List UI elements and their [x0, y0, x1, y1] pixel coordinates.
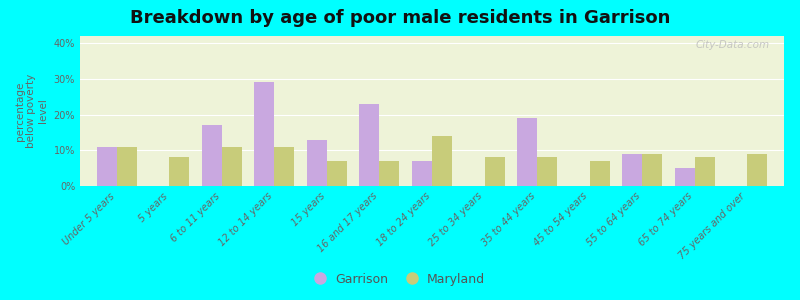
Bar	[170, 158, 190, 186]
Bar	[747, 154, 767, 186]
Bar	[274, 147, 294, 186]
Bar	[674, 168, 694, 186]
Bar	[117, 147, 137, 186]
Legend: Garrison, Maryland: Garrison, Maryland	[310, 268, 490, 291]
Bar	[590, 161, 610, 186]
Text: City-Data.com: City-Data.com	[696, 40, 770, 50]
Bar	[622, 154, 642, 186]
Bar	[254, 82, 274, 186]
Bar	[642, 154, 662, 186]
Bar	[694, 158, 714, 186]
Bar	[359, 104, 379, 186]
Text: Breakdown by age of poor male residents in Garrison: Breakdown by age of poor male residents …	[130, 9, 670, 27]
Bar	[537, 158, 557, 186]
Bar	[222, 147, 242, 186]
Bar	[517, 118, 537, 186]
Y-axis label: percentage
below poverty
level: percentage below poverty level	[15, 74, 48, 148]
Bar	[307, 140, 327, 186]
Bar	[97, 147, 117, 186]
Bar	[412, 161, 432, 186]
Bar	[379, 161, 399, 186]
Bar	[202, 125, 222, 186]
Bar	[485, 158, 505, 186]
Bar	[432, 136, 452, 186]
Bar	[327, 161, 347, 186]
